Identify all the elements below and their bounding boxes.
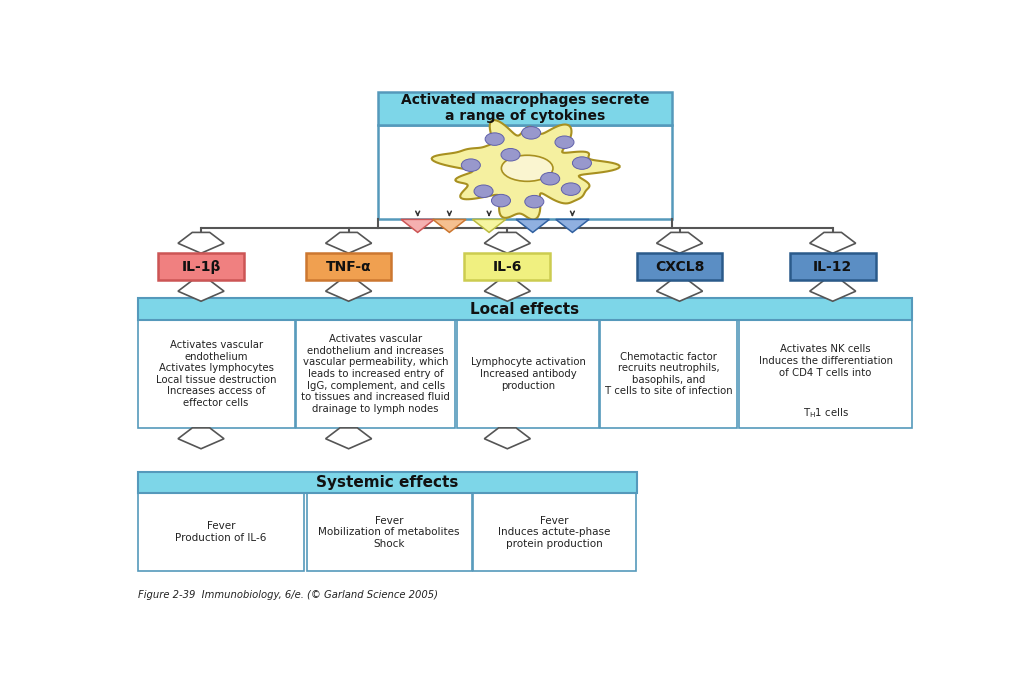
Text: Activates vascular
endothelium and increases
vascular permeability, which
leads : Activates vascular endothelium and incre… [301, 334, 450, 414]
Text: Activated macrophages secrete
a range of cytokines: Activated macrophages secrete a range of… [400, 93, 649, 123]
Circle shape [541, 173, 560, 185]
Text: Activates NK cells
Induces the differentiation
of CD4 T cells into: Activates NK cells Induces the different… [759, 345, 893, 378]
Polygon shape [484, 232, 530, 253]
Circle shape [561, 183, 581, 196]
Polygon shape [326, 232, 372, 253]
FancyBboxPatch shape [458, 320, 599, 428]
Polygon shape [484, 428, 530, 449]
FancyBboxPatch shape [790, 253, 876, 280]
FancyBboxPatch shape [137, 493, 304, 571]
Polygon shape [178, 280, 224, 301]
FancyBboxPatch shape [296, 320, 455, 428]
FancyBboxPatch shape [600, 320, 737, 428]
Text: TNF-α: TNF-α [326, 260, 372, 274]
Circle shape [501, 148, 520, 161]
Ellipse shape [502, 155, 553, 181]
Text: Activates vascular
endothelium
Activates lymphocytes
Local tissue destruction
In: Activates vascular endothelium Activates… [156, 340, 276, 408]
Polygon shape [556, 219, 589, 232]
Polygon shape [326, 280, 372, 301]
Polygon shape [178, 428, 224, 449]
Polygon shape [433, 219, 466, 232]
Circle shape [485, 133, 504, 146]
Circle shape [572, 157, 592, 169]
Circle shape [521, 127, 541, 139]
Circle shape [474, 185, 494, 198]
Text: IL-1β: IL-1β [181, 260, 221, 274]
Text: Systemic effects: Systemic effects [316, 475, 459, 490]
Text: Fever
Mobilization of metabolites
Shock: Fever Mobilization of metabolites Shock [318, 516, 460, 549]
Polygon shape [516, 219, 550, 232]
FancyBboxPatch shape [306, 253, 391, 280]
Circle shape [492, 194, 511, 207]
FancyBboxPatch shape [137, 298, 912, 320]
Text: Fever
Production of IL-6: Fever Production of IL-6 [175, 521, 266, 543]
FancyBboxPatch shape [137, 320, 295, 428]
Polygon shape [656, 280, 702, 301]
Text: Chemotactic factor
recruits neutrophils,
basophils, and
T cells to site of infec: Chemotactic factor recruits neutrophils,… [605, 351, 732, 396]
FancyBboxPatch shape [158, 253, 244, 280]
Polygon shape [656, 232, 702, 253]
Text: IL-12: IL-12 [813, 260, 852, 274]
Text: Fever
Induces actute-phase
protein production: Fever Induces actute-phase protein produ… [499, 516, 610, 549]
Text: Lymphocyte activation
Increased antibody
production: Lymphocyte activation Increased antibody… [471, 357, 586, 391]
Circle shape [525, 196, 544, 208]
FancyBboxPatch shape [637, 253, 722, 280]
Text: Local effects: Local effects [470, 301, 580, 317]
FancyBboxPatch shape [306, 493, 472, 571]
Polygon shape [472, 219, 506, 232]
FancyBboxPatch shape [137, 473, 638, 493]
FancyBboxPatch shape [465, 253, 550, 280]
FancyBboxPatch shape [739, 320, 912, 428]
Circle shape [555, 136, 574, 148]
Polygon shape [326, 428, 372, 449]
Polygon shape [484, 280, 530, 301]
Text: IL-6: IL-6 [493, 260, 522, 274]
Polygon shape [178, 232, 224, 253]
Text: CXCL8: CXCL8 [655, 260, 705, 274]
Circle shape [461, 159, 480, 171]
FancyBboxPatch shape [378, 91, 672, 125]
Text: Figure 2-39  Immunobiology, 6/e. (© Garland Science 2005): Figure 2-39 Immunobiology, 6/e. (© Garla… [137, 590, 437, 600]
Polygon shape [432, 120, 620, 219]
Text: T$_\mathregular{H}$1 cells: T$_\mathregular{H}$1 cells [803, 406, 849, 420]
Polygon shape [810, 232, 856, 253]
Polygon shape [810, 280, 856, 301]
FancyBboxPatch shape [473, 493, 636, 571]
Polygon shape [401, 219, 434, 232]
FancyBboxPatch shape [378, 125, 672, 219]
